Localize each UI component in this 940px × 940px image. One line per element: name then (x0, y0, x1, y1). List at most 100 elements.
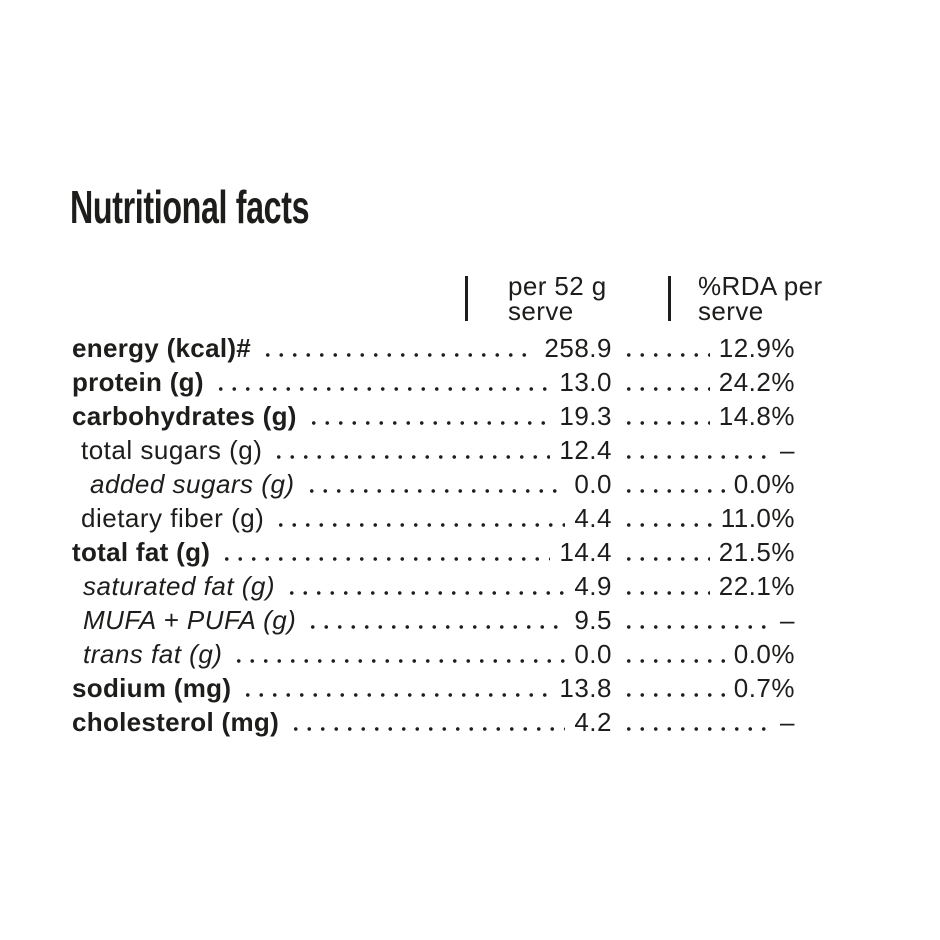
table-body: energy (kcal)# 258.9 12.9% protein (g) 1… (72, 331, 795, 739)
dotted-leader (622, 591, 710, 595)
nutrient-label: cholesterol (mg) (72, 707, 280, 737)
column-header-rda-line1: %RDA per (698, 271, 823, 301)
nutrient-label: dietary fiber (g) (81, 503, 265, 533)
per-serve-value: 4.4 (574, 503, 612, 533)
nutrient-label: MUFA + PUFA (g) (83, 605, 297, 635)
dotted-leader (622, 353, 710, 357)
nutrient-label: trans fat (g) (83, 639, 223, 669)
table-row: added sugars (g) 0.0 0.0% (72, 467, 795, 501)
dotted-leader (306, 625, 566, 629)
rda-value: 11.0% (720, 503, 795, 533)
row-main-cell: saturated fat (g) 4.9 (72, 569, 612, 603)
row-main-cell: carbohydrates (g) 19.3 (72, 399, 612, 433)
row-main-cell: dietary fiber (g) 4.4 (72, 501, 612, 535)
per-serve-value: 13.0 (559, 367, 612, 397)
per-serve-value: 12.4 (559, 435, 612, 465)
column-header-rda: %RDA per serve (698, 271, 823, 326)
table-row: cholesterol (mg) 4.2 – (72, 705, 795, 739)
dotted-leader (232, 659, 566, 663)
rda-value: – (780, 435, 795, 465)
dotted-leader (304, 489, 566, 493)
dotted-leader (622, 523, 712, 527)
nutrient-label: added sugars (g) (90, 469, 295, 499)
table-row: carbohydrates (g) 19.3 14.8% (72, 399, 795, 433)
page-title: Nutritional facts (70, 181, 310, 233)
nutrient-label: total fat (g) (72, 537, 211, 567)
per-serve-value: 258.9 (544, 333, 612, 363)
row-main-cell: sodium (mg) 13.8 (72, 671, 612, 705)
row-rda-cell: 14.8% (612, 399, 795, 433)
dotted-leader (274, 523, 566, 527)
nutrient-label: protein (g) (72, 367, 204, 397)
column-header-per-serve-line2: serve (508, 296, 574, 326)
table-row: MUFA + PUFA (g) 9.5 – (72, 603, 795, 637)
rda-value: – (780, 605, 795, 635)
rda-value: 0.7% (733, 673, 795, 703)
per-serve-value: 0.0 (574, 639, 612, 669)
rda-value: 14.8% (718, 401, 795, 431)
per-serve-value: 0.0 (574, 469, 612, 499)
dotted-leader (622, 659, 725, 663)
dotted-leader (261, 353, 536, 357)
rda-value: 0.0% (733, 469, 795, 499)
row-main-cell: protein (g) 13.0 (72, 365, 612, 399)
rda-value: 22.1% (718, 571, 795, 601)
dotted-leader (272, 455, 551, 459)
nutrient-label: sodium (mg) (72, 673, 232, 703)
nutrient-label: energy (kcal)# (72, 333, 252, 363)
dotted-leader (622, 387, 710, 391)
row-rda-cell: 0.0% (612, 467, 795, 501)
table-row: total sugars (g) 12.4 – (72, 433, 795, 467)
table-row: sodium (mg) 13.8 0.7% (72, 671, 795, 705)
row-rda-cell: 0.0% (612, 637, 795, 671)
dotted-leader (213, 387, 551, 391)
dotted-leader (622, 421, 710, 425)
rda-value: – (780, 707, 795, 737)
row-rda-cell: 22.1% (612, 569, 795, 603)
per-serve-value: 19.3 (559, 401, 612, 431)
row-main-cell: cholesterol (mg) 4.2 (72, 705, 612, 739)
row-rda-cell: 24.2% (612, 365, 795, 399)
table-row: energy (kcal)# 258.9 12.9% (72, 331, 795, 365)
row-rda-cell: 0.7% (612, 671, 795, 705)
column-divider-1 (465, 276, 468, 321)
table-row: protein (g) 13.0 24.2% (72, 365, 795, 399)
row-rda-cell: – (612, 603, 795, 637)
dotted-leader (622, 557, 710, 561)
row-rda-cell: 11.0% (612, 501, 795, 535)
nutrient-label: saturated fat (g) (83, 571, 276, 601)
per-serve-value: 14.4 (559, 537, 612, 567)
dotted-leader (241, 693, 551, 697)
row-main-cell: total fat (g) 14.4 (72, 535, 612, 569)
column-header-rda-line2: serve (698, 296, 764, 326)
per-serve-value: 13.8 (559, 673, 612, 703)
per-serve-value: 9.5 (574, 605, 612, 635)
row-rda-cell: – (612, 705, 795, 739)
rda-value: 21.5% (718, 537, 795, 567)
row-main-cell: added sugars (g) 0.0 (72, 467, 612, 501)
table-row: trans fat (g) 0.0 0.0% (72, 637, 795, 671)
column-divider-2 (668, 276, 671, 321)
column-header-per-serve: per 52 g serve (508, 271, 607, 326)
row-main-cell: energy (kcal)# 258.9 (72, 331, 612, 365)
column-header-per-serve-line1: per 52 g (508, 271, 607, 301)
dotted-leader (622, 489, 725, 493)
per-serve-value: 4.9 (574, 571, 612, 601)
row-rda-cell: 12.9% (612, 331, 795, 365)
table-row: saturated fat (g) 4.9 22.1% (72, 569, 795, 603)
rda-value: 24.2% (718, 367, 795, 397)
table-header: per 52 g serve %RDA per serve (72, 271, 852, 326)
dotted-leader (306, 421, 551, 425)
nutrient-label: carbohydrates (g) (72, 401, 297, 431)
per-serve-value: 4.2 (574, 707, 612, 737)
dotted-leader (622, 455, 772, 459)
row-main-cell: total sugars (g) 12.4 (72, 433, 612, 467)
rda-value: 12.9% (718, 333, 795, 363)
table-row: dietary fiber (g) 4.4 11.0% (72, 501, 795, 535)
table-row: total fat (g) 14.4 21.5% (72, 535, 795, 569)
dotted-leader (289, 727, 566, 731)
row-rda-cell: 21.5% (612, 535, 795, 569)
row-rda-cell: – (612, 433, 795, 467)
row-main-cell: trans fat (g) 0.0 (72, 637, 612, 671)
